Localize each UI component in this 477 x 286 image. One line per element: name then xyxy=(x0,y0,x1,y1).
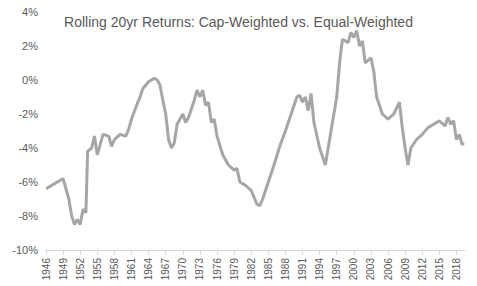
svg-text:2015: 2015 xyxy=(434,258,445,281)
svg-text:1958: 1958 xyxy=(109,258,120,281)
svg-text:1988: 1988 xyxy=(280,258,291,281)
svg-text:1985: 1985 xyxy=(263,258,274,281)
svg-text:1973: 1973 xyxy=(194,258,205,281)
svg-text:2000: 2000 xyxy=(348,258,359,281)
svg-text:2018: 2018 xyxy=(451,258,462,281)
svg-text:2012: 2012 xyxy=(417,258,428,281)
svg-text:1949: 1949 xyxy=(58,258,69,281)
svg-text:2003: 2003 xyxy=(365,258,376,281)
svg-text:1946: 1946 xyxy=(41,258,52,281)
svg-text:2%: 2% xyxy=(22,40,38,52)
svg-text:1982: 1982 xyxy=(246,258,257,281)
svg-text:1952: 1952 xyxy=(75,258,86,281)
svg-text:1955: 1955 xyxy=(92,258,103,281)
svg-text:1994: 1994 xyxy=(314,258,325,281)
svg-text:-6%: -6% xyxy=(18,176,38,188)
svg-text:1967: 1967 xyxy=(160,258,171,281)
svg-text:4%: 4% xyxy=(22,6,38,18)
svg-text:Rolling 20yr Returns: Cap-Weig: Rolling 20yr Returns: Cap-Weighted vs. E… xyxy=(64,14,413,30)
svg-text:0%: 0% xyxy=(22,74,38,86)
svg-text:-8%: -8% xyxy=(18,210,38,222)
svg-text:-4%: -4% xyxy=(18,142,38,154)
svg-text:-10%: -10% xyxy=(12,244,38,256)
svg-text:2009: 2009 xyxy=(400,258,411,281)
svg-text:1979: 1979 xyxy=(229,258,240,281)
svg-text:1961: 1961 xyxy=(126,258,137,281)
svg-text:1997: 1997 xyxy=(331,258,342,281)
svg-text:-2%: -2% xyxy=(18,108,38,120)
svg-text:1964: 1964 xyxy=(143,258,154,281)
svg-text:1970: 1970 xyxy=(177,258,188,281)
svg-text:1976: 1976 xyxy=(212,258,223,281)
svg-text:1991: 1991 xyxy=(297,258,308,281)
svg-text:2006: 2006 xyxy=(383,258,394,281)
